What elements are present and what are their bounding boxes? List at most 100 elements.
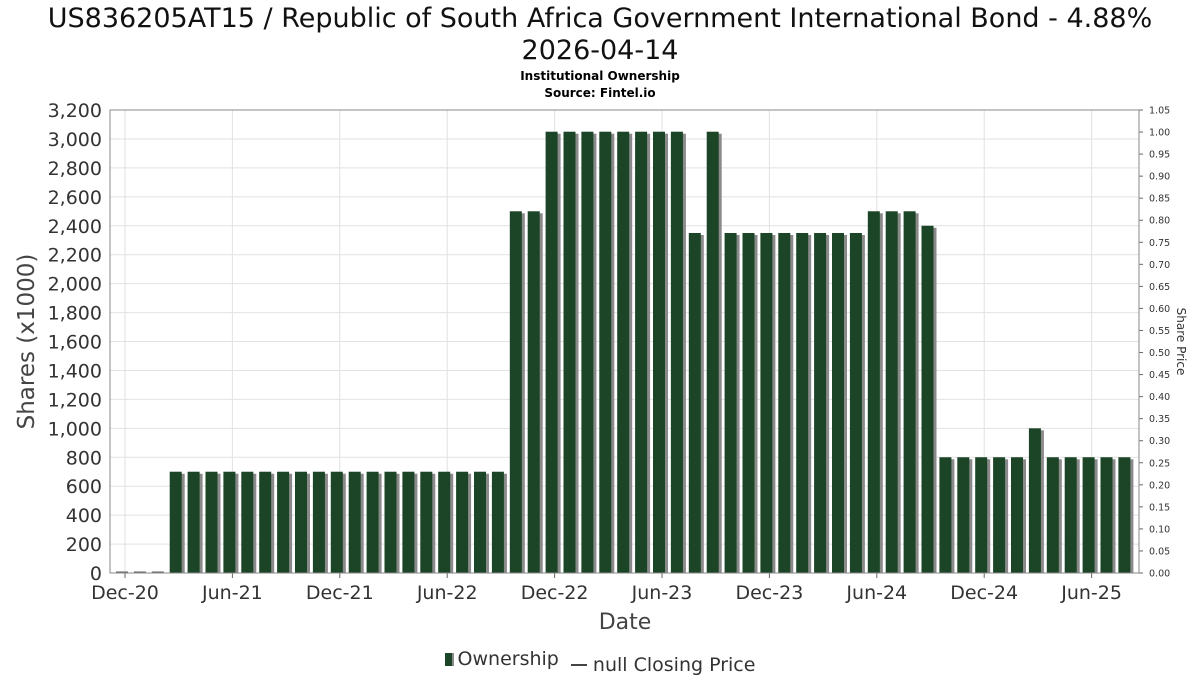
chart-title-line1: US836205AT15 / Republic of South Africa … bbox=[47, 3, 1153, 34]
ownership-bar bbox=[1011, 457, 1023, 573]
ownership-bar bbox=[957, 457, 970, 573]
ownership-bar bbox=[1082, 457, 1095, 573]
x-tick-label: Dec-24 bbox=[950, 582, 1018, 604]
ownership-bar bbox=[277, 471, 290, 573]
ownership-bar bbox=[312, 471, 325, 573]
ownership-bar bbox=[187, 471, 200, 573]
x-tick-label: Jun-21 bbox=[201, 582, 263, 604]
ownership-bar bbox=[778, 232, 791, 573]
y2-tick-label: 0.05 bbox=[1149, 546, 1170, 557]
y2-tick-label: 0.45 bbox=[1149, 370, 1170, 381]
ownership-bar bbox=[849, 232, 862, 573]
ownership-bar bbox=[474, 471, 486, 573]
ownership-bar bbox=[635, 131, 648, 573]
ownership-bar bbox=[760, 232, 773, 573]
legend-ownership-swatch bbox=[444, 652, 454, 666]
y2-tick-label: 0.65 bbox=[1149, 282, 1170, 293]
y2-tick-label: 1.05 bbox=[1149, 106, 1170, 117]
y-tick-label: 1,200 bbox=[48, 389, 102, 411]
y2-tick-label: 0.20 bbox=[1149, 480, 1170, 491]
ownership-bar bbox=[653, 131, 665, 573]
ownership-bar bbox=[1064, 457, 1077, 573]
chart-source: Source: Fintel.io bbox=[544, 86, 656, 100]
chart-legend: Ownership null Closing Price bbox=[0, 648, 1200, 676]
y2-tick-label: 0.75 bbox=[1149, 238, 1170, 249]
ownership-bar bbox=[688, 232, 701, 573]
ownership-bar bbox=[491, 471, 504, 573]
chart-subtitle: Institutional Ownership bbox=[520, 69, 680, 83]
y2-tick-label: 0.70 bbox=[1149, 260, 1170, 271]
ownership-bar bbox=[456, 471, 469, 573]
y-tick-label: 2,200 bbox=[48, 245, 102, 267]
y-tick-label: 600 bbox=[66, 476, 102, 498]
x-tick-label: Dec-20 bbox=[91, 582, 159, 604]
y2-tick-label: 0.50 bbox=[1149, 348, 1170, 359]
ownership-bar bbox=[509, 211, 522, 573]
ownership-bar bbox=[1100, 457, 1113, 573]
ownership-bar bbox=[814, 232, 827, 573]
ownership-bar bbox=[885, 211, 898, 573]
ownership-bar bbox=[706, 131, 719, 573]
y2-tick-label: 0.30 bbox=[1149, 436, 1170, 447]
y-tick-label: 0 bbox=[90, 563, 102, 585]
ownership-bar bbox=[1028, 428, 1041, 573]
ownership-bar bbox=[939, 457, 952, 573]
legend-ownership[interactable]: Ownership bbox=[444, 648, 559, 670]
x-tick-label: Jun-23 bbox=[631, 582, 693, 604]
ownership-bar bbox=[975, 457, 988, 573]
ownership-bar bbox=[867, 211, 880, 573]
y-tick-label: 2,400 bbox=[48, 216, 102, 238]
y2-axis-title: Share Price bbox=[1174, 308, 1188, 376]
ownership-bar bbox=[259, 471, 272, 573]
ownership-bar bbox=[1118, 457, 1131, 573]
legend-price[interactable]: null Closing Price bbox=[565, 653, 756, 676]
y-tick-label: 2,000 bbox=[48, 274, 102, 296]
x-tick-label: Jun-25 bbox=[1060, 582, 1122, 604]
y2-tick-label: 0.85 bbox=[1149, 194, 1170, 205]
ownership-bar bbox=[330, 471, 343, 573]
legend-ownership-label: Ownership bbox=[457, 648, 559, 670]
ownership-bar bbox=[169, 471, 182, 573]
ownership-bar bbox=[366, 471, 379, 573]
y2-tick-label: 0.35 bbox=[1149, 414, 1170, 425]
legend-price-label: null Closing Price bbox=[592, 653, 756, 676]
y2-tick-label: 0.80 bbox=[1149, 216, 1170, 227]
x-tick-label: Jun-24 bbox=[845, 582, 907, 604]
plot-border bbox=[109, 109, 1140, 574]
ownership-bar bbox=[599, 131, 612, 573]
ownership-bar bbox=[1046, 457, 1059, 573]
x-tick-label: Dec-21 bbox=[306, 582, 374, 604]
legend-price-swatch bbox=[570, 663, 587, 666]
y2-tick-label: 0.25 bbox=[1149, 458, 1170, 469]
y-tick-label: 3,200 bbox=[48, 100, 102, 122]
y-tick-label: 200 bbox=[66, 534, 102, 556]
y2-tick-label: 0.15 bbox=[1149, 502, 1170, 513]
ownership-bar bbox=[742, 232, 755, 573]
chart-title-line2: 2026-04-14 bbox=[521, 35, 679, 66]
ownership-bar bbox=[563, 131, 576, 573]
x-tick-label: Jun-22 bbox=[416, 582, 478, 604]
x-axis-title: Date bbox=[599, 610, 652, 635]
y2-tick-label: 0.60 bbox=[1149, 304, 1170, 315]
ownership-bar bbox=[832, 232, 844, 573]
ownership-bar bbox=[903, 211, 916, 573]
ownership-chart: 0 200 400 600 800 1,000 1,200 1,400 1,600 1,800 2,… bbox=[14, 100, 1188, 635]
y2-tick-label: 0.40 bbox=[1149, 392, 1170, 403]
ownership-bar bbox=[241, 471, 254, 573]
y-tick-label: 2,600 bbox=[48, 187, 102, 209]
y2-tick-label: 0.10 bbox=[1149, 524, 1170, 535]
ownership-bar bbox=[295, 471, 307, 573]
ownership-bar bbox=[384, 471, 397, 573]
y2-tick-label: 0.90 bbox=[1149, 172, 1170, 183]
y-tick-label: 1,400 bbox=[48, 360, 102, 382]
y2-tick-label: 0.95 bbox=[1149, 150, 1170, 161]
y2-tick-label: 0.55 bbox=[1149, 326, 1170, 337]
y-tick-label: 1,600 bbox=[48, 332, 102, 354]
y2-tick-label: 0.00 bbox=[1149, 569, 1170, 580]
ownership-bar bbox=[617, 131, 630, 573]
ownership-bar bbox=[438, 471, 451, 573]
ownership-bar bbox=[921, 225, 934, 573]
ownership-bar bbox=[348, 471, 361, 573]
ownership-bar bbox=[545, 131, 558, 573]
x-tick-label: Dec-23 bbox=[735, 582, 803, 604]
